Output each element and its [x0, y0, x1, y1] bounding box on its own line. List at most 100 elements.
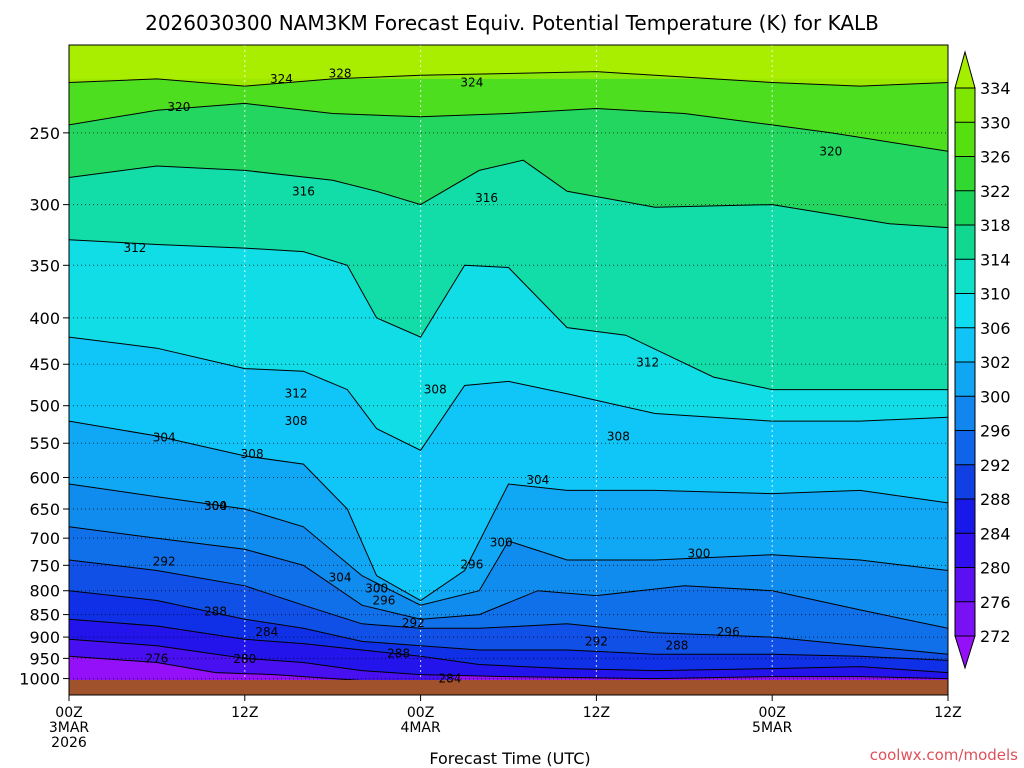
contour-label: 304 [204, 499, 227, 513]
colorbar-swatch [955, 122, 975, 157]
contour-label: 276 [145, 651, 168, 665]
colorbar-swatch [955, 533, 975, 568]
y-tick-label: 550 [29, 434, 60, 453]
colorbar-swatch [955, 464, 975, 499]
contour-line-292 [69, 559, 948, 655]
colorbar-swatch [955, 327, 975, 362]
contour-lines [69, 71, 948, 684]
colorbar-swatch [955, 499, 975, 534]
colorbar-swatch [955, 293, 975, 328]
contour-label: 300 [204, 499, 227, 513]
contour-label: 292 [153, 555, 176, 569]
colorbar-swatch [955, 225, 975, 260]
contour-line-296 [69, 526, 948, 629]
contour-label: 320 [167, 100, 190, 114]
contour-label: 300 [687, 547, 710, 561]
contour-labels: 324 328 324 320 320 316 316 312 312 312 308 308 308 3… [123, 66, 842, 686]
y-tick-label: 350 [29, 256, 60, 275]
colorbar-swatch [955, 190, 975, 225]
colorbar-swatch [955, 567, 975, 602]
x-tick-label: 12Z [583, 705, 610, 721]
colorbar-label: 322 [980, 182, 1011, 201]
contour-label: 324 [270, 72, 293, 86]
contour-label: 284 [255, 625, 278, 639]
colorbar-label: 302 [980, 353, 1011, 372]
colorbar-swatch [955, 396, 975, 431]
colorbar-label: 326 [980, 148, 1011, 167]
colorbar-label: 334 [980, 79, 1011, 98]
y-tick-label: 650 [29, 500, 60, 519]
contour-label: 316 [292, 184, 315, 198]
colorbar-swatch [955, 601, 975, 636]
y-tick-label: 450 [29, 355, 60, 374]
contour-label: 288 [666, 639, 689, 653]
contour-label: 312 [285, 387, 308, 401]
contour-label: 296 [460, 557, 483, 571]
x-tick-label: 00Z [407, 705, 434, 721]
contour-label: 288 [204, 604, 227, 618]
colorbar-label: 310 [980, 285, 1011, 304]
colorbar-swatch [955, 259, 975, 294]
contour-line-284 [69, 618, 948, 674]
contour-label: 292 [585, 634, 608, 648]
x-tick-label: 00Z [758, 705, 785, 721]
contour-label: 304 [153, 430, 176, 444]
grid-lines [69, 45, 948, 680]
y-tick-label: 850 [29, 606, 60, 625]
contour-label: 308 [607, 430, 630, 444]
y-tick-label: 500 [29, 397, 60, 416]
contour-label: 320 [819, 144, 842, 158]
x-tick-label: 4MAR [400, 720, 441, 736]
contour-label: 308 [241, 447, 264, 461]
colorbar-label: 318 [980, 216, 1011, 235]
contour-label: 308 [424, 383, 447, 397]
contour-line-320 [69, 102, 948, 152]
colorbar-label: 276 [980, 593, 1011, 612]
y-tick-label: 700 [29, 529, 60, 548]
contour-line-288 [69, 590, 948, 661]
x-tick-label: 3MAR [49, 720, 90, 736]
chart-title: 2026030300 NAM3KM Forecast Equiv. Potent… [145, 11, 879, 35]
y-tick-label: 900 [29, 628, 60, 647]
colorbar-label: 330 [980, 113, 1011, 132]
colorbar-bottom-arrow [954, 635, 976, 670]
contour-line-316 [69, 159, 948, 229]
contour-label: 308 [285, 414, 308, 428]
contour-label: 300 [365, 581, 388, 595]
y-tick-label: 750 [29, 556, 60, 575]
ground-bar [69, 680, 948, 695]
colorbar-label: 284 [980, 524, 1011, 543]
colorbar-label: 314 [980, 250, 1011, 269]
contour-label: 324 [460, 76, 483, 90]
colorbar-label: 306 [980, 319, 1011, 338]
contour-line-308 [69, 336, 948, 451]
colorbar: 334 330 326 322 318 314 310 306 302 300 296 292 288 2… [954, 50, 1011, 670]
contour-label: 316 [475, 191, 498, 205]
contour-label: 296 [717, 625, 740, 639]
colorbar-label: 280 [980, 559, 1011, 578]
contour-label: 312 [636, 355, 659, 369]
contour-label: 300 [490, 536, 513, 550]
y-tick-label: 250 [29, 124, 60, 143]
x-axis-label: Forecast Time (UTC) [429, 749, 590, 768]
contour-label: 296 [373, 593, 396, 607]
contour-label: 284 [438, 672, 461, 686]
x-tick-label: 00Z [55, 705, 82, 721]
y-tick-label: 950 [29, 649, 60, 668]
colorbar-label: 272 [980, 627, 1011, 646]
colorbar-swatch [955, 88, 975, 123]
colorbar-swatch [955, 156, 975, 191]
contour-line-304 [69, 420, 948, 602]
colorbar-swatch [955, 430, 975, 465]
contour-label: 304 [329, 571, 352, 585]
contour-line-300 [69, 483, 948, 606]
contour-line-280 [69, 638, 948, 680]
x-tick-label: 5MAR [752, 720, 793, 736]
plot-frame [68, 44, 949, 696]
contour-label: 312 [123, 241, 146, 255]
x-tick-label: 12Z [934, 705, 961, 721]
colorbar-label: 296 [980, 422, 1011, 441]
credit-text[interactable]: coolwx.com/models [870, 746, 1018, 764]
